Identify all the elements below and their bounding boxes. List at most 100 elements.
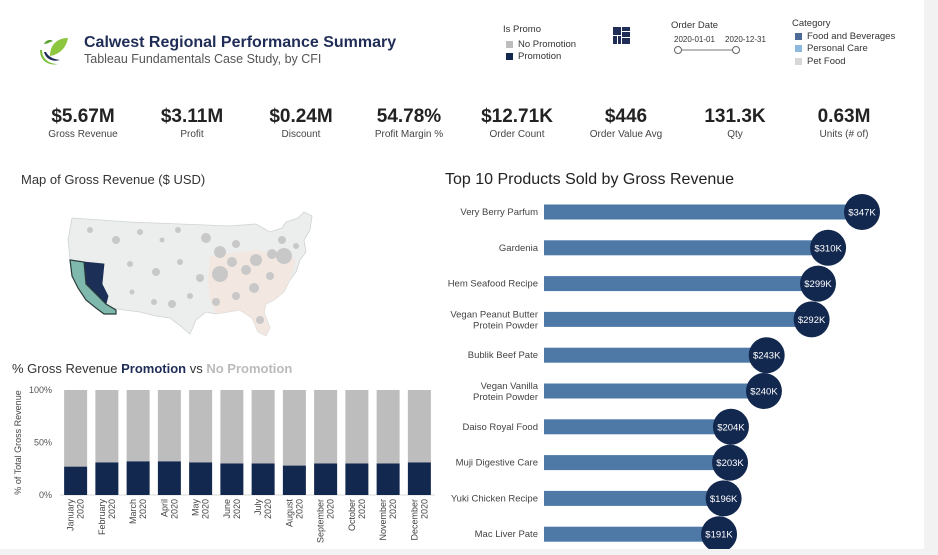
product-label-line2: Protein Powder xyxy=(473,392,538,403)
category-legend-item-personal-care[interactable]: Personal Care xyxy=(792,43,895,56)
bar-promotion xyxy=(376,463,400,495)
y-tick-label: 100% xyxy=(29,385,52,395)
bar-no-promotion xyxy=(407,390,431,463)
map-dot xyxy=(196,274,204,282)
x-tick-label: May 2020 xyxy=(191,499,211,520)
kpi-label: Gross Revenue xyxy=(48,129,118,140)
title-no-promotion: No Promotion xyxy=(206,361,293,376)
swatch-icon xyxy=(506,40,513,48)
map-dot xyxy=(232,240,240,248)
bar-promotion xyxy=(251,463,275,495)
map-dot xyxy=(256,316,264,324)
value-label-bubble xyxy=(800,265,837,302)
value-label-bubble xyxy=(712,444,749,481)
map-dot xyxy=(87,227,93,233)
value-label-bubble xyxy=(705,480,742,517)
map-dot xyxy=(227,257,237,267)
map-dot xyxy=(137,229,143,235)
value-label-bubble xyxy=(712,408,749,445)
category-legend[interactable]: Category Food and Beverages Personal Car… xyxy=(792,18,895,68)
top-products-bar-chart: $347K Very Berry Parfum $310K Gardenia $299K… xyxy=(448,194,880,549)
product-label: Gardenia xyxy=(499,243,539,254)
date-slider-start-handle[interactable] xyxy=(674,46,682,54)
x-tick-label: November 2020 xyxy=(378,499,398,541)
swatch-icon xyxy=(795,57,802,65)
x-tick-label: July 2020 xyxy=(253,499,273,520)
map-dot xyxy=(177,259,183,265)
map-dot xyxy=(214,246,226,258)
x-tick-year: 2020 xyxy=(232,499,242,519)
map-dot xyxy=(212,266,228,282)
scrollbar-vertical[interactable] xyxy=(924,0,938,555)
map-dot xyxy=(129,289,135,295)
promo-stacked-bar-chart: % of Total Gross Revenue 0% 50% 100% January… xyxy=(13,385,435,543)
promo-legend-item-no-promotion[interactable]: No Promotion xyxy=(503,38,576,51)
map-dot xyxy=(249,283,259,293)
value-label: $347K xyxy=(848,208,876,219)
bar-promotion xyxy=(220,463,244,495)
kpi-label: Order Count xyxy=(489,129,545,140)
x-tick-year: 2020 xyxy=(76,499,86,519)
product-bar xyxy=(544,419,731,435)
date-slider-track[interactable] xyxy=(677,49,736,51)
promo-legend-title: Is Promo xyxy=(503,24,542,35)
x-tick-month: March xyxy=(128,499,138,524)
x-tick-label: October 2020 xyxy=(347,499,367,531)
bar-no-promotion xyxy=(64,390,88,467)
x-tick-label: March 2020 xyxy=(128,499,148,524)
bar-promotion xyxy=(189,462,213,495)
date-slider-end-handle[interactable] xyxy=(732,46,740,54)
us-map[interactable] xyxy=(60,200,330,350)
dashboard-grid-icon[interactable] xyxy=(613,27,630,44)
x-tick-year: 2020 xyxy=(107,499,117,519)
kpi-value: $5.67M xyxy=(51,106,115,127)
bar-promotion xyxy=(345,463,369,495)
x-tick-label: August 2020 xyxy=(284,499,304,528)
x-tick-year: 2020 xyxy=(169,499,179,519)
bar-no-promotion xyxy=(126,390,150,462)
product-bar xyxy=(544,240,829,256)
category-legend-item-pet-food[interactable]: Pet Food xyxy=(792,55,895,68)
value-label-bubble xyxy=(844,194,880,230)
promo-legend-item-promotion[interactable]: Promotion xyxy=(503,51,576,64)
swatch-icon xyxy=(795,45,802,53)
kpi-discount: $0.24M Discount xyxy=(246,106,356,140)
kpi-value: 0.63M xyxy=(817,106,871,127)
product-bar xyxy=(544,383,764,399)
kpi-value: 54.78% xyxy=(376,106,442,127)
product-label: Very Berry Parfum xyxy=(460,207,538,218)
scrollbar-horizontal[interactable] xyxy=(0,549,938,555)
map-dot xyxy=(250,254,262,266)
bar-promotion xyxy=(126,461,150,495)
map-dot xyxy=(266,272,274,280)
bar-no-promotion xyxy=(345,390,369,464)
bar-no-promotion xyxy=(189,390,213,463)
bar-no-promotion xyxy=(95,390,119,463)
x-tick-year: 2020 xyxy=(294,499,304,519)
kpi-order-value-avg: $446 Order Value Avg xyxy=(571,106,681,140)
map-dot xyxy=(276,248,292,264)
value-label: $191K xyxy=(705,530,733,541)
bar-no-promotion xyxy=(376,390,400,464)
kpi-label: Order Value Avg xyxy=(589,129,663,140)
x-tick-year: 2020 xyxy=(357,499,367,519)
x-tick-label: June 2020 xyxy=(222,499,242,519)
date-filter-title: Order Date xyxy=(671,20,718,31)
bar-no-promotion xyxy=(282,390,306,466)
category-legend-item-food[interactable]: Food and Beverages xyxy=(792,30,895,43)
x-tick-month: May xyxy=(191,499,201,517)
dashboard: Calwest Regional Performance Summary Tab… xyxy=(12,18,896,549)
product-label: Bublik Beef Pate xyxy=(468,350,538,361)
product-label: Daiso Royal Food xyxy=(462,422,538,433)
map-title: Map of Gross Revenue ($ USD) xyxy=(21,172,206,187)
x-tick-label: April 2020 xyxy=(159,499,179,519)
bar-promotion xyxy=(95,462,119,495)
kpi-profit-margin: 54.78% Profit Margin % xyxy=(354,106,464,140)
date-start: 2020-01-01 xyxy=(674,35,715,44)
bar-no-promotion xyxy=(157,390,181,462)
bar-promotion xyxy=(157,461,181,495)
promo-legend[interactable]: Is Promo No Promotion Promotion xyxy=(503,24,576,63)
state-california[interactable] xyxy=(69,259,117,315)
region-east-highlight xyxy=(208,250,296,336)
kpi-label: Qty xyxy=(727,129,743,140)
